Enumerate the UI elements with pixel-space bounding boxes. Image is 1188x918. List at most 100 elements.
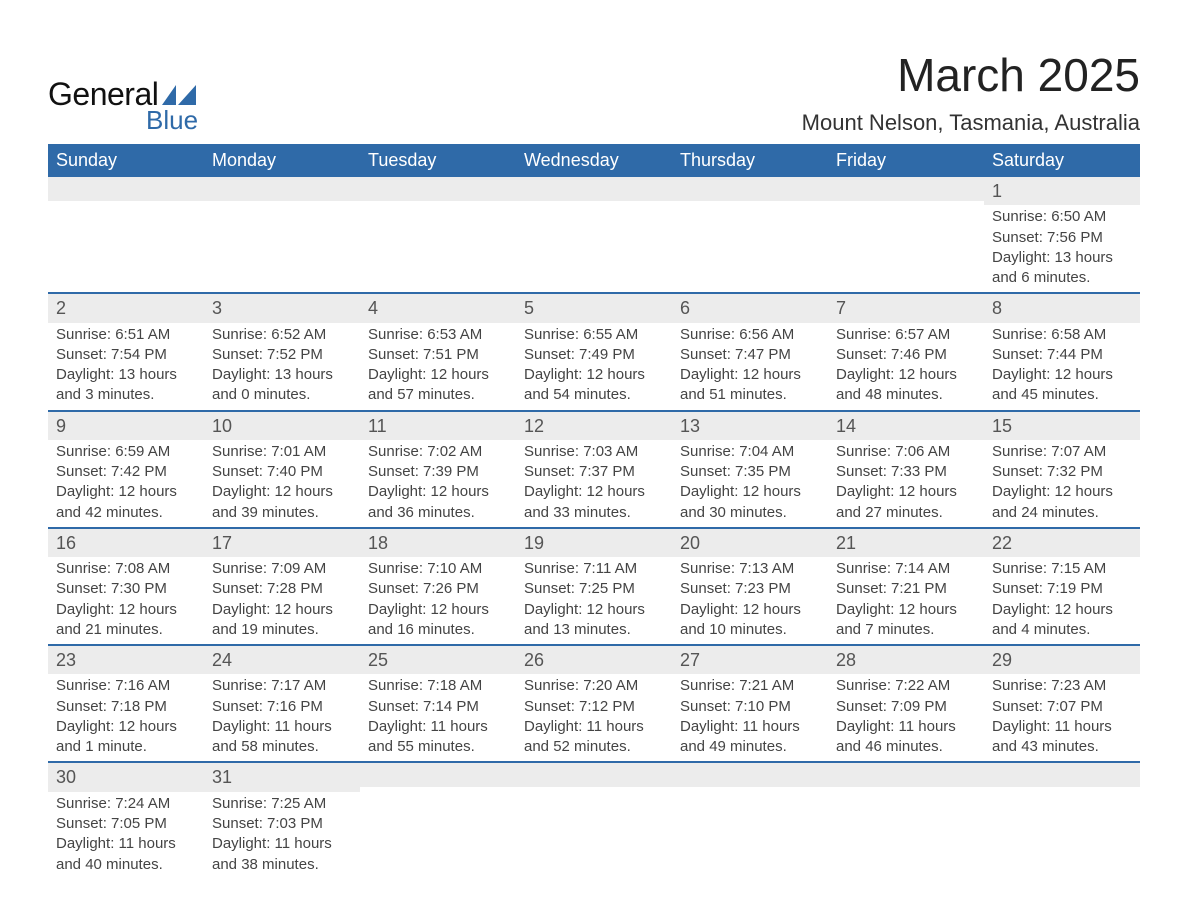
sunset-label: Sunset: <box>524 698 575 715</box>
sunrise-label: Sunrise: <box>836 560 891 577</box>
sunset-value: 7:26 PM <box>423 580 479 597</box>
sunset-label: Sunset: <box>836 346 887 363</box>
sunset-label: Sunset: <box>992 229 1043 246</box>
sunrise-line: Sunrise: 7:22 AM <box>836 676 976 696</box>
daylight-line: Daylight: 12 hours and 13 minutes. <box>524 600 664 641</box>
day-number: 6 <box>672 294 828 322</box>
daylight-label: Daylight: <box>212 601 270 618</box>
daylight-label: Daylight: <box>836 718 894 735</box>
daylight-label: Daylight: <box>680 601 738 618</box>
daylight-label: Daylight: <box>524 366 582 383</box>
weekday-header: Wednesday <box>516 144 672 177</box>
day-data: Sunrise: 7:18 AMSunset: 7:14 PMDaylight:… <box>360 674 516 761</box>
daylight-line: Daylight: 11 hours and 55 minutes. <box>368 717 508 758</box>
sunrise-value: 7:25 AM <box>271 795 326 812</box>
sunset-line: Sunset: 7:12 PM <box>524 697 664 717</box>
sunset-label: Sunset: <box>212 346 263 363</box>
calendar-cell: 22Sunrise: 7:15 AMSunset: 7:19 PMDayligh… <box>984 528 1140 645</box>
sunrise-label: Sunrise: <box>992 560 1047 577</box>
sunset-value: 7:30 PM <box>111 580 167 597</box>
daylight-label: Daylight: <box>368 366 426 383</box>
sunset-line: Sunset: 7:37 PM <box>524 462 664 482</box>
day-number: 30 <box>48 763 204 791</box>
sunrise-label: Sunrise: <box>680 560 735 577</box>
daylight-label: Daylight: <box>212 366 270 383</box>
daylight-label: Daylight: <box>56 601 114 618</box>
sunrise-value: 7:20 AM <box>583 677 638 694</box>
sunset-value: 7:49 PM <box>579 346 635 363</box>
day-number: 17 <box>204 529 360 557</box>
sunrise-value: 7:04 AM <box>739 443 794 460</box>
calendar-body: 1Sunrise: 6:50 AMSunset: 7:56 PMDaylight… <box>48 177 1140 879</box>
daylight-line: Daylight: 11 hours and 38 minutes. <box>212 834 352 875</box>
sunrise-value: 7:11 AM <box>583 560 637 577</box>
day-data-empty <box>672 201 828 261</box>
calendar-cell-empty <box>360 177 516 293</box>
sunset-line: Sunset: 7:16 PM <box>212 697 352 717</box>
sunrise-label: Sunrise: <box>212 795 267 812</box>
sunrise-label: Sunrise: <box>212 560 267 577</box>
day-number: 18 <box>360 529 516 557</box>
calendar-cell: 23Sunrise: 7:16 AMSunset: 7:18 PMDayligh… <box>48 645 204 762</box>
sunrise-label: Sunrise: <box>680 443 735 460</box>
calendar-cell-empty <box>984 762 1140 878</box>
sunset-value: 7:19 PM <box>1047 580 1103 597</box>
calendar-cell: 17Sunrise: 7:09 AMSunset: 7:28 PMDayligh… <box>204 528 360 645</box>
day-data: Sunrise: 6:56 AMSunset: 7:47 PMDaylight:… <box>672 323 828 410</box>
day-data: Sunrise: 6:55 AMSunset: 7:49 PMDaylight:… <box>516 323 672 410</box>
sunrise-label: Sunrise: <box>992 443 1047 460</box>
calendar-cell: 12Sunrise: 7:03 AMSunset: 7:37 PMDayligh… <box>516 411 672 528</box>
sunset-label: Sunset: <box>212 580 263 597</box>
day-number: 2 <box>48 294 204 322</box>
day-number-empty <box>48 177 204 201</box>
sunset-value: 7:52 PM <box>267 346 323 363</box>
calendar-cell: 5Sunrise: 6:55 AMSunset: 7:49 PMDaylight… <box>516 293 672 410</box>
day-number: 4 <box>360 294 516 322</box>
sunrise-line: Sunrise: 7:07 AM <box>992 442 1132 462</box>
day-data: Sunrise: 7:20 AMSunset: 7:12 PMDaylight:… <box>516 674 672 761</box>
daylight-line: Daylight: 11 hours and 40 minutes. <box>56 834 196 875</box>
sunrise-label: Sunrise: <box>836 326 891 343</box>
day-data: Sunrise: 6:58 AMSunset: 7:44 PMDaylight:… <box>984 323 1140 410</box>
sunset-line: Sunset: 7:42 PM <box>56 462 196 482</box>
sunrise-line: Sunrise: 6:57 AM <box>836 325 976 345</box>
daylight-line: Daylight: 13 hours and 3 minutes. <box>56 365 196 406</box>
calendar-cell: 15Sunrise: 7:07 AMSunset: 7:32 PMDayligh… <box>984 411 1140 528</box>
day-number: 19 <box>516 529 672 557</box>
day-data: Sunrise: 6:53 AMSunset: 7:51 PMDaylight:… <box>360 323 516 410</box>
sunrise-line: Sunrise: 7:06 AM <box>836 442 976 462</box>
day-data: Sunrise: 6:51 AMSunset: 7:54 PMDaylight:… <box>48 323 204 410</box>
sunset-line: Sunset: 7:26 PM <box>368 579 508 599</box>
sunrise-line: Sunrise: 7:23 AM <box>992 676 1132 696</box>
month-title: March 2025 <box>802 48 1140 102</box>
day-number-empty <box>672 177 828 201</box>
sunrise-line: Sunrise: 7:15 AM <box>992 559 1132 579</box>
calendar-cell-empty <box>828 177 984 293</box>
daylight-label: Daylight: <box>836 483 894 500</box>
sunrise-label: Sunrise: <box>212 443 267 460</box>
weekday-header: Sunday <box>48 144 204 177</box>
daylight-label: Daylight: <box>992 718 1050 735</box>
daylight-line: Daylight: 12 hours and 19 minutes. <box>212 600 352 641</box>
sunrise-line: Sunrise: 7:14 AM <box>836 559 976 579</box>
sunset-value: 7:32 PM <box>1047 463 1103 480</box>
calendar-week-row: 16Sunrise: 7:08 AMSunset: 7:30 PMDayligh… <box>48 528 1140 645</box>
daylight-line: Daylight: 12 hours and 45 minutes. <box>992 365 1132 406</box>
sunset-label: Sunset: <box>992 698 1043 715</box>
daylight-label: Daylight: <box>524 601 582 618</box>
calendar-cell: 30Sunrise: 7:24 AMSunset: 7:05 PMDayligh… <box>48 762 204 878</box>
calendar-cell: 19Sunrise: 7:11 AMSunset: 7:25 PMDayligh… <box>516 528 672 645</box>
weekday-header: Tuesday <box>360 144 516 177</box>
calendar-cell-empty <box>828 762 984 878</box>
day-data: Sunrise: 7:07 AMSunset: 7:32 PMDaylight:… <box>984 440 1140 527</box>
sunset-line: Sunset: 7:52 PM <box>212 345 352 365</box>
day-data: Sunrise: 7:09 AMSunset: 7:28 PMDaylight:… <box>204 557 360 644</box>
day-number: 31 <box>204 763 360 791</box>
sunset-value: 7:23 PM <box>735 580 791 597</box>
sunset-line: Sunset: 7:28 PM <box>212 579 352 599</box>
calendar-cell: 8Sunrise: 6:58 AMSunset: 7:44 PMDaylight… <box>984 293 1140 410</box>
calendar-cell: 24Sunrise: 7:17 AMSunset: 7:16 PMDayligh… <box>204 645 360 762</box>
location-subtitle: Mount Nelson, Tasmania, Australia <box>802 110 1140 136</box>
sunrise-label: Sunrise: <box>56 677 111 694</box>
sunrise-line: Sunrise: 7:02 AM <box>368 442 508 462</box>
